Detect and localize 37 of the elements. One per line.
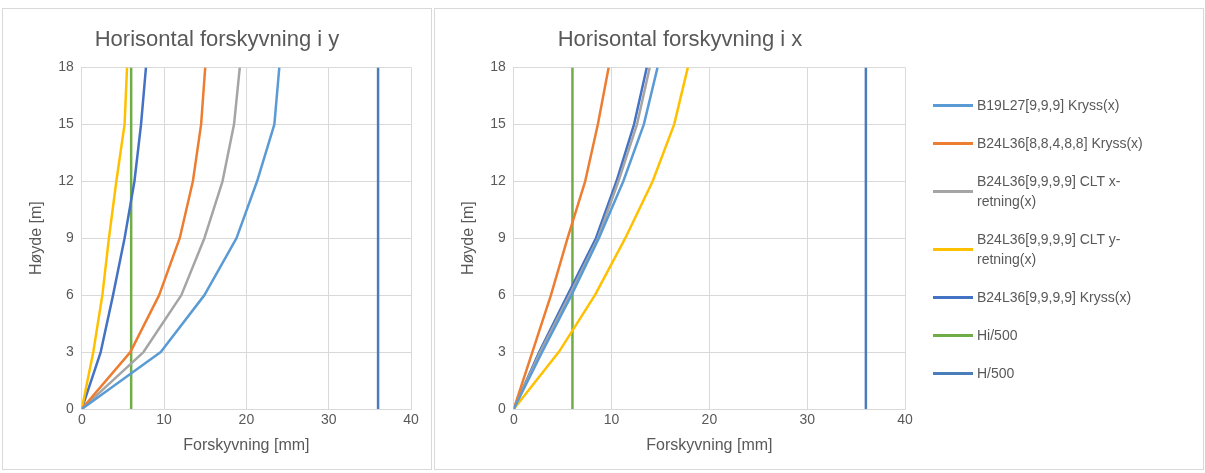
y-tick-label: 3 <box>65 342 74 359</box>
y-tick-label: 6 <box>497 285 506 302</box>
y-tick-label: 12 <box>58 172 74 189</box>
y-tick-label: 9 <box>65 229 74 246</box>
x-tick-label: 30 <box>320 411 337 428</box>
y-axis-title: Høyde [m] <box>27 201 45 276</box>
x-tick-label: 0 <box>509 411 518 428</box>
y-axis-title: Høyde [m] <box>459 201 477 276</box>
legend-label: B24L36[9,9,9,9] CLT y-retning(x) <box>977 230 1122 269</box>
y-tick-label: 18 <box>490 58 506 75</box>
x-axis-title: Forskyvning [mm] <box>183 435 310 453</box>
x-tick-label: 20 <box>238 411 255 428</box>
y-tick-label: 9 <box>497 229 506 246</box>
legend-label: H/500 <box>977 364 1015 383</box>
x-tick-label: 10 <box>603 411 620 428</box>
legend-label: B19L27[9,9,9] Kryss(x) <box>977 96 1120 115</box>
legend-label: B24L36[9,9,9,9] CLT x-retning(x) <box>977 172 1122 211</box>
legend-label: B24L36[9,9,9,9] Kryss(x) <box>977 288 1132 307</box>
y-tick-label: 0 <box>497 399 506 416</box>
x-tick-label: 20 <box>701 411 718 428</box>
chart-title: Horisontal forskyvning i y <box>94 26 340 52</box>
y-tick-label: 3 <box>497 342 506 359</box>
y-tick-label: 0 <box>65 399 74 416</box>
x-tick-label: 40 <box>403 411 419 428</box>
x-tick-label: 10 <box>156 411 173 428</box>
legend-label: Hi/500 <box>977 326 1018 345</box>
x-tick-label: 0 <box>77 411 86 428</box>
legend-label: B24L36[8,8,4,8,8] Kryss(x) <box>977 134 1143 153</box>
y-tick-label: 15 <box>490 115 506 132</box>
x-tick-label: 40 <box>897 411 913 428</box>
y-tick-label: 15 <box>58 115 74 132</box>
y-tick-label: 18 <box>58 58 74 75</box>
y-tick-label: 12 <box>490 172 506 189</box>
x-tick-label: 30 <box>799 411 816 428</box>
y-tick-label: 6 <box>65 285 74 302</box>
x-axis-title: Forskyvning [mm] <box>646 435 773 453</box>
chart-title: Horisontal forskyvning i x <box>557 26 803 52</box>
